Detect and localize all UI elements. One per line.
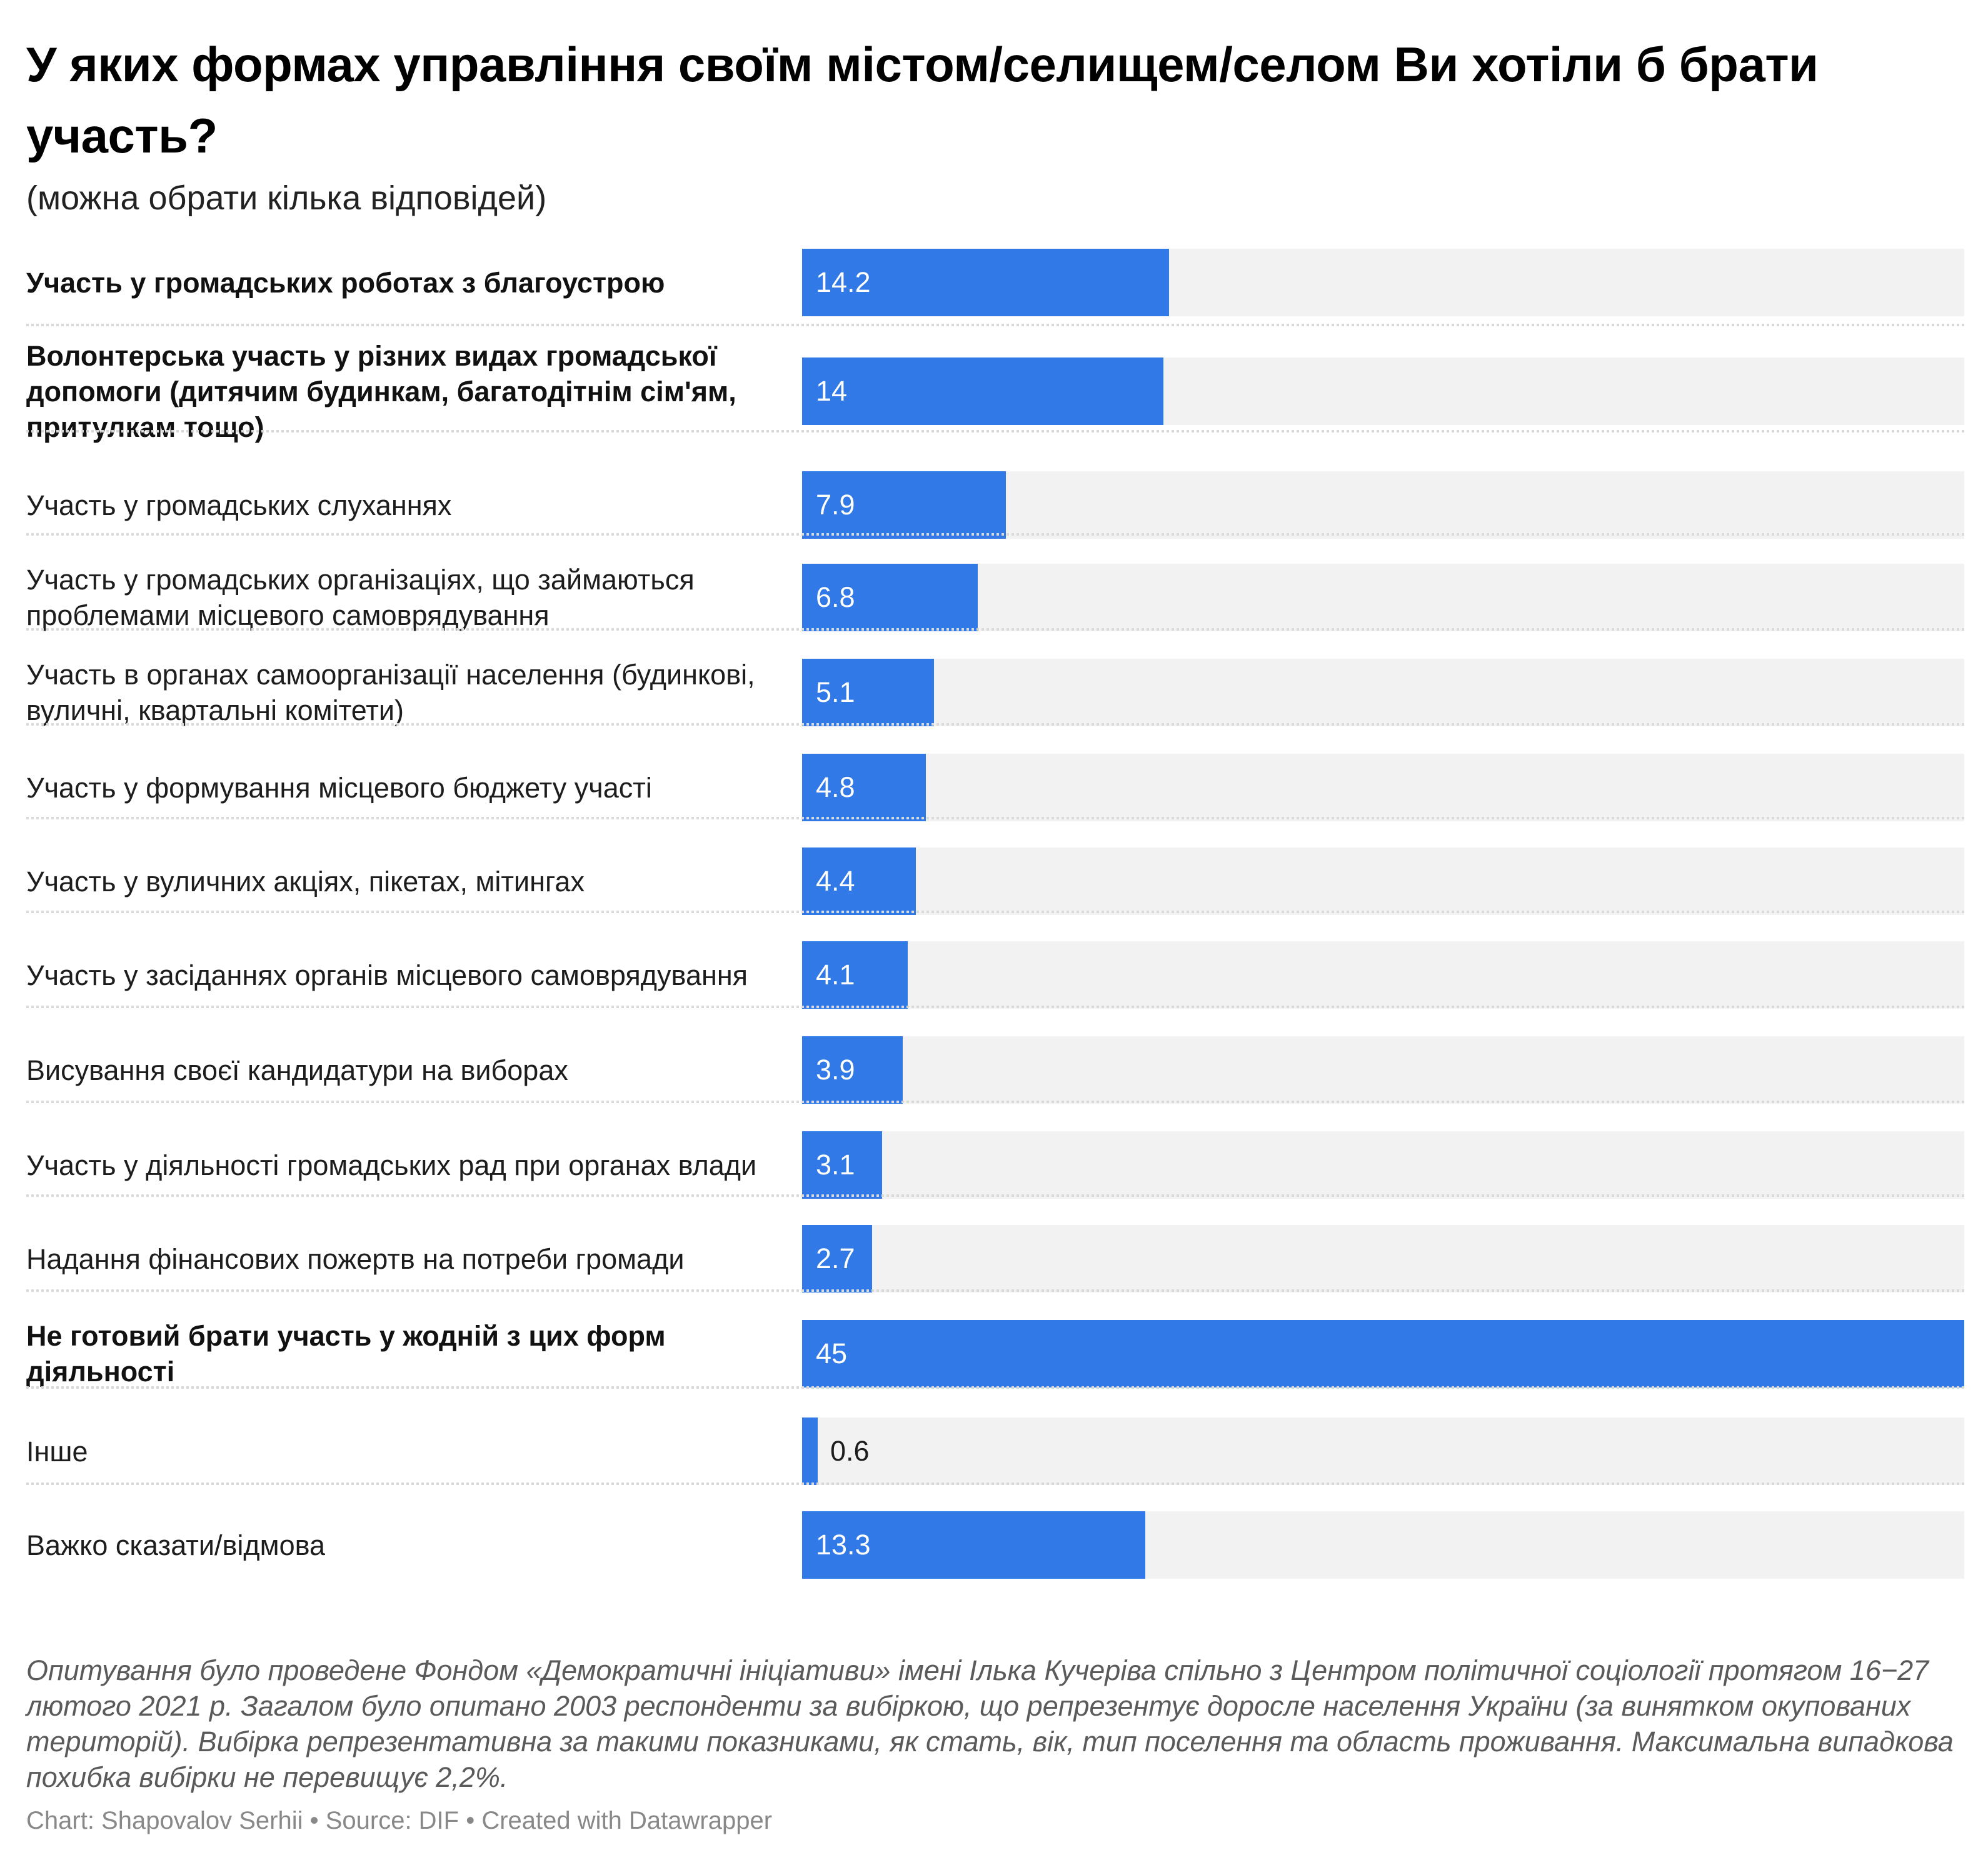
category-label: Волонтерська участь у різних видах грома… [26, 339, 736, 443]
row-separator [26, 1386, 1964, 1389]
byline-chart-prefix: Chart: [26, 1807, 102, 1834]
value-label: 4.4 [816, 865, 855, 897]
category-label: Участь у громадських роботах з благоустр… [26, 266, 665, 299]
category-label: Важко сказати/відмова [26, 1529, 326, 1561]
row-separator [26, 324, 1964, 326]
chart-title: У яких формах управління своїм містом/се… [26, 37, 1819, 163]
category-label: Участь у громадських організаціях, що за… [26, 564, 695, 631]
row-separator [26, 1289, 1964, 1292]
row-separator [26, 1194, 1964, 1197]
bar[interactable] [802, 1036, 903, 1104]
byline-created-with[interactable]: Created with Datawrapper [481, 1807, 773, 1834]
bar[interactable] [802, 659, 934, 726]
value-label: 4.1 [816, 959, 855, 991]
byline-source[interactable]: DIF [418, 1807, 459, 1834]
bar-row: Участь у формування місцевого бюджету уч… [26, 754, 1964, 821]
bar-row: Висування своєї кандидатури на виборах 3.… [26, 1036, 1964, 1104]
bar-track: 3.9 [802, 1036, 1964, 1104]
byline-source-prefix: Source: [325, 1807, 419, 1834]
value-label: 45 [816, 1338, 848, 1369]
bar-row: Волонтерська участь у різних видах грома… [26, 340, 1964, 443]
byline-separator: • [303, 1807, 326, 1834]
bar-row: Інше 0.6 [26, 1418, 1964, 1485]
category-label: Участь у вуличних акціях, пікетах, мітин… [26, 865, 585, 898]
bar-track: 6.8 [802, 564, 1964, 631]
category-label: Участь у формування місцевого бюджету уч… [26, 771, 652, 804]
bar[interactable] [802, 848, 916, 915]
byline-author[interactable]: Shapovalov Serhii [101, 1807, 303, 1834]
bar[interactable] [802, 1418, 818, 1485]
bar-track: 4.8 [802, 754, 1964, 821]
bar[interactable] [802, 1511, 1145, 1579]
value-label: 14.2 [816, 266, 871, 298]
value-label: 0.6 [830, 1435, 870, 1467]
row-separator [26, 430, 1964, 432]
bar-track: 3.1 [802, 1131, 1964, 1199]
category-label: Участь у діяльності громадських рад при … [26, 1149, 757, 1181]
bar[interactable] [802, 471, 1006, 539]
chart-byline: Chart: Shapovalov Serhii • Source: DIF •… [26, 1805, 772, 1836]
bar-track: 7.9 [802, 471, 1964, 539]
category-label: Участь в органах самоорганізації населен… [26, 659, 755, 726]
value-label: 3.9 [816, 1054, 855, 1086]
category-label: Висування своєї кандидатури на виборах [26, 1054, 568, 1086]
bar-row: Надання фінансових пожертв на потреби гр… [26, 1225, 1964, 1292]
bar-track: 13.3 [802, 1511, 1964, 1579]
chart-notes: Опитування було проведене Фондом «Демокр… [26, 1654, 1954, 1793]
row-separator [26, 911, 1964, 913]
bar-row: Участь у вуличних акціях, пікетах, мітин… [26, 848, 1964, 915]
bar-row: Участь в органах самоорганізації населен… [26, 659, 1964, 726]
category-label: Участь у громадських слуханнях [26, 489, 452, 521]
bar-track: 5.1 [802, 659, 1964, 726]
category-label: Інше [26, 1435, 88, 1468]
bar-row: Участь у діяльності громадських рад при … [26, 1131, 1964, 1199]
bar-row: Участь у громадських слуханнях 7.9 [26, 471, 1964, 539]
bar-row: Не готовий брати участь у жодній з цих ф… [26, 1320, 1964, 1388]
bar-track: 14 [802, 358, 1964, 425]
bar-row: Участь у засіданнях органів місцевого са… [26, 941, 1964, 1009]
category-label: Надання фінансових пожертв на потреби гр… [26, 1242, 685, 1275]
bar-track: 2.7 [802, 1225, 1964, 1292]
category-label: Участь у засіданнях органів місцевого са… [26, 959, 748, 991]
row-separator [26, 628, 1964, 631]
value-label: 6.8 [816, 581, 855, 613]
bar-row: Участь у громадських роботах з благоустр… [26, 249, 1964, 316]
bar-track: 0.6 [802, 1418, 1964, 1485]
bar-track: 4.4 [802, 848, 1964, 915]
bar-row: Участь у громадських організаціях, що за… [26, 564, 1964, 631]
bar[interactable] [802, 358, 1163, 425]
byline-separator: • [459, 1807, 482, 1834]
bar-track: 14.2 [802, 249, 1964, 316]
value-label: 4.8 [816, 771, 855, 803]
value-label: 7.9 [816, 489, 855, 521]
chart-subtitle: (можна обрати кілька відповідей) [26, 179, 547, 217]
bar-row: Важко сказати/відмова 13.3 [26, 1511, 1964, 1579]
bar-track: 4.1 [802, 941, 1964, 1009]
value-label: 5.1 [816, 676, 855, 708]
bar[interactable] [802, 1320, 1964, 1388]
bar[interactable] [802, 754, 926, 821]
value-label: 2.7 [816, 1242, 855, 1274]
row-separator [26, 533, 1964, 536]
bar[interactable] [802, 1131, 882, 1199]
value-label: 3.1 [816, 1149, 855, 1181]
value-label: 14 [816, 375, 848, 407]
category-label: Не готовий брати участь у жодній з цих ф… [26, 1320, 666, 1388]
bar[interactable] [802, 249, 1169, 316]
bar[interactable] [802, 564, 978, 631]
bar-track: 45 [802, 1320, 1964, 1388]
row-separator [26, 1006, 1964, 1008]
bar[interactable] [802, 1225, 872, 1292]
row-separator [26, 723, 1964, 726]
row-separator [26, 1482, 1964, 1485]
bar[interactable] [802, 941, 908, 1009]
row-separator [26, 817, 1964, 819]
row-separator [26, 1101, 1964, 1103]
value-label: 13.3 [816, 1529, 871, 1561]
